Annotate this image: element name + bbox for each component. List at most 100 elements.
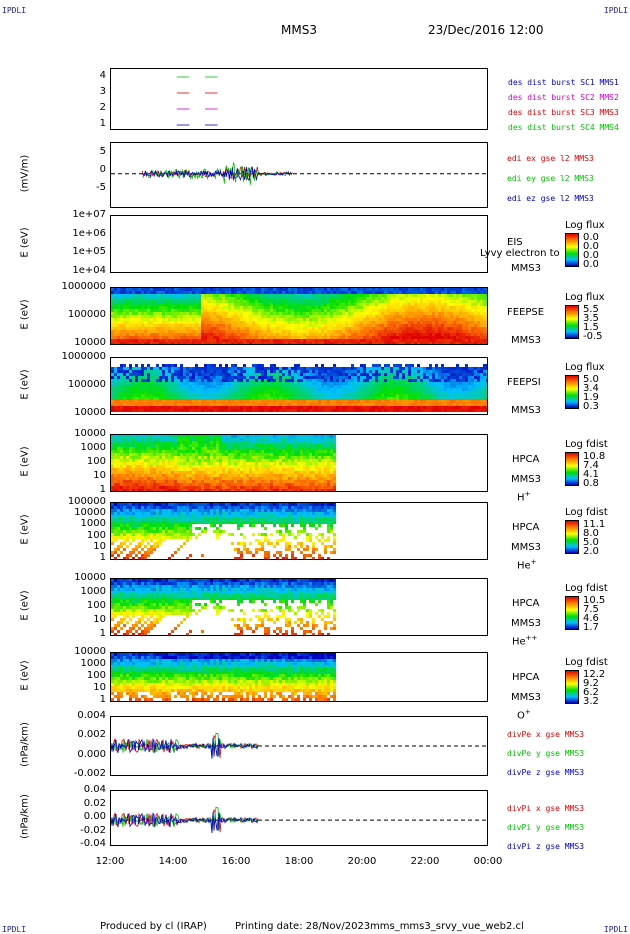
feepse-cell (297, 315, 300, 318)
feepse-cell (195, 294, 198, 297)
feepsi-cell (210, 367, 213, 370)
feepsi-cell (153, 382, 156, 385)
feepse-cell (483, 333, 486, 336)
feepsi-cell (321, 367, 324, 370)
feepse-cell (219, 309, 222, 312)
feepse-ytick: 1000000 (61, 281, 106, 292)
feepse-cell (480, 288, 483, 291)
feepse-cell (237, 312, 240, 315)
feepse-cell (120, 309, 123, 312)
feepse-cell (276, 339, 279, 342)
feepse-cell (369, 321, 372, 324)
feepse-cell (285, 309, 288, 312)
feepse-cell (465, 318, 468, 321)
feepse-cell (378, 288, 381, 291)
feepsi-cell (288, 370, 291, 373)
hpca_h-cell (198, 489, 201, 491)
feepse-cell (135, 321, 138, 324)
hpca_h-cell (192, 444, 195, 447)
feepse-cell (351, 318, 354, 321)
feepsi-cell (114, 397, 117, 400)
panel-feepse (110, 287, 488, 345)
feepse-cell (129, 309, 132, 312)
feepsi-cell (477, 367, 480, 370)
feepse-cell (360, 342, 363, 344)
feepsi-cell (213, 388, 216, 391)
feepse-cell (288, 294, 291, 297)
feepse-cell (312, 291, 315, 294)
feepse-cell (336, 336, 339, 339)
feepse-cell (210, 315, 213, 318)
feepsi-cell (348, 409, 351, 412)
feepsi-cell (432, 403, 435, 406)
feepsi-cell (147, 406, 150, 409)
feepse-cell (471, 321, 474, 324)
feepse-cell (192, 288, 195, 291)
edi-legend-entry: edi ex gse l2 MMS3 (507, 154, 594, 163)
feepsi-cell (435, 370, 438, 373)
feepsi-cell (267, 379, 270, 382)
hpca_h-cell (177, 483, 180, 486)
feepsi-cell (417, 379, 420, 382)
feepse-cell (126, 324, 129, 327)
hpca_h-cell (141, 438, 144, 441)
feepse-cell (111, 330, 114, 333)
hpca_h-cell (198, 465, 201, 468)
feepsi-cell (261, 370, 264, 373)
feepse-cell (144, 327, 147, 330)
feepse-cell (393, 288, 396, 291)
hpca_h-cell (192, 453, 195, 456)
feepse-cell (447, 318, 450, 321)
feepse-cell (222, 303, 225, 306)
feepse-cell (135, 324, 138, 327)
hpca_h-cell (195, 459, 198, 462)
feepse-cell (231, 324, 234, 327)
hpca_h-cell (156, 483, 159, 486)
feepsi-cell (405, 382, 408, 385)
feepse-cell (375, 333, 378, 336)
feepsi-cell (279, 394, 282, 397)
feepsi-cell (480, 373, 483, 376)
feepsi-cell (222, 397, 225, 400)
feepsi-cell (276, 403, 279, 406)
feepse-cell (282, 303, 285, 306)
feepse-cell (477, 330, 480, 333)
feepse-cell (147, 333, 150, 336)
feepse-cell (243, 306, 246, 309)
feepsi-cell (285, 385, 288, 388)
feepse-cell (363, 336, 366, 339)
feepse-cell (372, 303, 375, 306)
feepse-cell (123, 339, 126, 342)
feepsi-cell (246, 400, 249, 403)
feepse-cell (405, 333, 408, 336)
feepsi-cell (249, 394, 252, 397)
feepse-cell (420, 339, 423, 342)
feepsi-cell (222, 394, 225, 397)
hpca_h-cell (111, 459, 114, 462)
feepsi-cell (486, 391, 487, 394)
feepse-cell (279, 321, 282, 324)
feepsi-cell (483, 406, 486, 409)
feepsi-cell (429, 373, 432, 376)
feepse-cell (159, 306, 162, 309)
feepse-cell (270, 315, 273, 318)
feepsi-cell (261, 400, 264, 403)
feepse-cell (429, 336, 432, 339)
hpca_h-cell (150, 438, 153, 441)
feepse-cell (156, 333, 159, 336)
feepse-cell (246, 327, 249, 330)
feepse-cell (195, 339, 198, 342)
feepse-cell (372, 333, 375, 336)
feepsi-cell (288, 397, 291, 400)
feepse-cell (135, 303, 138, 306)
feepse-cell (210, 312, 213, 315)
feepsi-cell (429, 391, 432, 394)
feepse-cell (336, 297, 339, 300)
feepsi-cell (234, 370, 237, 373)
feepse-cell (402, 315, 405, 318)
feepse-cell (192, 312, 195, 315)
feepse-cell (201, 288, 204, 291)
feepsi-cell (444, 403, 447, 406)
feepsi-cell (255, 385, 258, 388)
feepsi-cell (408, 397, 411, 400)
